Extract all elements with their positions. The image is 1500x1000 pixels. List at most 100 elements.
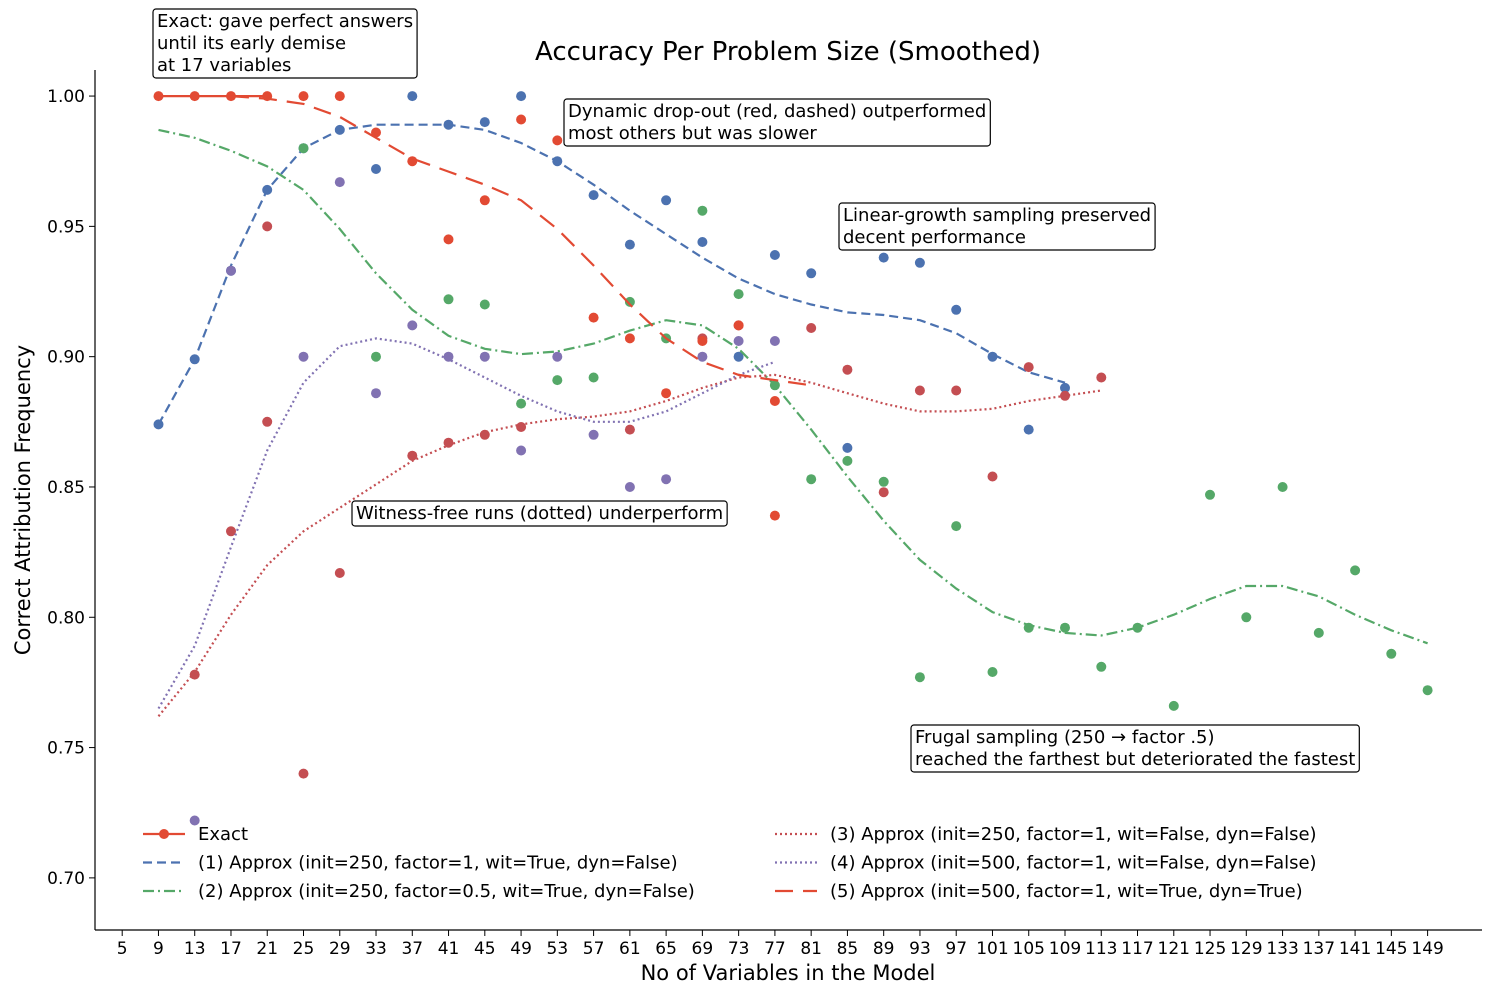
annotation-line: Linear-growth sampling preserved — [843, 205, 1151, 226]
data-point — [769, 336, 780, 346]
y-tick-label: 0.85 — [47, 478, 85, 498]
data-point — [624, 239, 635, 250]
data-point — [153, 419, 164, 430]
y-ticks: 0.70 0.75 0.80 0.85 0.90 0.95 1.00 — [47, 87, 95, 889]
x-tick-label: 73 — [728, 939, 750, 959]
data-point — [806, 323, 817, 333]
axes — [94, 70, 1482, 931]
y-tick-label: 0.95 — [47, 217, 85, 237]
data-point — [1313, 627, 1324, 638]
data-point — [552, 351, 563, 362]
y-tick-label: 0.80 — [47, 608, 85, 628]
data-point — [878, 487, 889, 498]
data-point — [697, 205, 708, 216]
annotation-box — [152, 8, 418, 79]
data-point — [1096, 372, 1107, 383]
data-point — [1096, 661, 1107, 672]
data-point — [588, 190, 599, 201]
data-point — [298, 351, 309, 362]
x-tick-label: 17 — [220, 939, 242, 959]
data-point — [1060, 390, 1070, 401]
legend-label: (5) Approx (init=500, factor=1, wit=True… — [830, 881, 1303, 902]
data-point — [443, 119, 454, 130]
x-tick-label: 77 — [764, 939, 786, 959]
data-point — [733, 336, 744, 346]
legend-entry: Exact — [143, 824, 248, 845]
data-point — [769, 380, 780, 391]
x-tick-label: 137 — [1303, 939, 1335, 959]
data-point — [661, 388, 672, 399]
data-point — [951, 521, 962, 532]
data-point — [479, 195, 490, 206]
annotation-line: most others but was slower — [568, 123, 817, 144]
data-point — [443, 294, 454, 305]
data-point — [1023, 424, 1034, 435]
annotation-linear: Linear-growth sampling preserved decent p… — [838, 202, 1156, 251]
data-point — [262, 416, 273, 427]
data-point — [1205, 489, 1215, 500]
legend-entry: (3) Approx (init=250, factor=1, wit=Fals… — [775, 824, 1317, 845]
data-point — [624, 482, 635, 492]
annotation-frugal: Frugal sampling (250 → factor .5) reached… — [910, 724, 1360, 773]
data-point — [951, 385, 962, 396]
data-point — [153, 91, 164, 102]
data-point — [842, 455, 853, 466]
annotation-line: until its early demise — [157, 33, 346, 54]
data-point — [298, 768, 309, 779]
x-axis-label: No of Variables in the Model — [641, 961, 936, 985]
x-tick-label: 5 — [117, 939, 128, 959]
data-point — [1023, 362, 1034, 373]
data-point — [588, 429, 599, 440]
x-tick-label: 105 — [1013, 939, 1045, 959]
data-point — [1422, 685, 1433, 696]
y-tick-label: 0.90 — [47, 348, 85, 368]
x-tick-label: 57 — [583, 939, 605, 959]
annotation-line: Exact: gave perfect answers — [157, 11, 413, 32]
x-tick-label: 129 — [1230, 939, 1262, 959]
data-point — [914, 385, 925, 396]
x-tick-label: 81 — [800, 939, 822, 959]
data-point — [914, 672, 925, 683]
legend-label: (1) Approx (init=250, factor=1, wit=True… — [198, 853, 678, 874]
series-line — [157, 337, 776, 710]
annotation-text: Dynamic drop-out (red, dashed) outperfor… — [568, 101, 986, 144]
data-point — [407, 156, 418, 167]
chart-title: Accuracy Per Problem Size (Smoothed) — [535, 37, 1041, 67]
x-tick-label: 113 — [1085, 939, 1117, 959]
data-point — [878, 252, 889, 263]
data-point — [1023, 622, 1034, 633]
data-point — [334, 177, 345, 188]
annotation-box — [563, 98, 991, 147]
legend: Exact (1) Approx (init=250, factor=1, wit… — [143, 824, 1317, 902]
annotation-box — [910, 724, 1360, 773]
annotation-box — [351, 500, 728, 527]
data-point — [806, 268, 817, 279]
data-point — [878, 476, 889, 487]
x-tick-label: 93 — [909, 939, 931, 959]
data-point — [371, 127, 381, 138]
data-point — [697, 237, 708, 247]
data-point — [479, 117, 490, 128]
annotation-text: Frugal sampling (250 → factor .5) reached… — [915, 727, 1355, 770]
data-point — [479, 429, 490, 440]
data-point — [987, 351, 998, 362]
data-point — [552, 135, 563, 146]
annotation-dynamic: Dynamic drop-out (red, dashed) outperfor… — [563, 98, 991, 147]
data-point — [697, 351, 708, 362]
annotation-line: at 17 variables — [157, 55, 291, 76]
data-point — [262, 221, 273, 232]
y-tick-label: 0.75 — [47, 739, 85, 759]
x-tick-label: 65 — [655, 939, 677, 959]
x-tick-label: 145 — [1375, 939, 1407, 959]
data-point — [733, 289, 744, 300]
y-tick-label: 0.70 — [47, 869, 85, 889]
data-point — [189, 91, 200, 102]
data-point — [516, 422, 527, 432]
x-tick-label: 13 — [184, 939, 206, 959]
data-point — [588, 312, 599, 323]
data-point — [1132, 622, 1143, 633]
x-tick-label: 41 — [438, 939, 460, 959]
x-tick-label: 109 — [1049, 939, 1081, 959]
x-tick-label: 29 — [329, 939, 351, 959]
